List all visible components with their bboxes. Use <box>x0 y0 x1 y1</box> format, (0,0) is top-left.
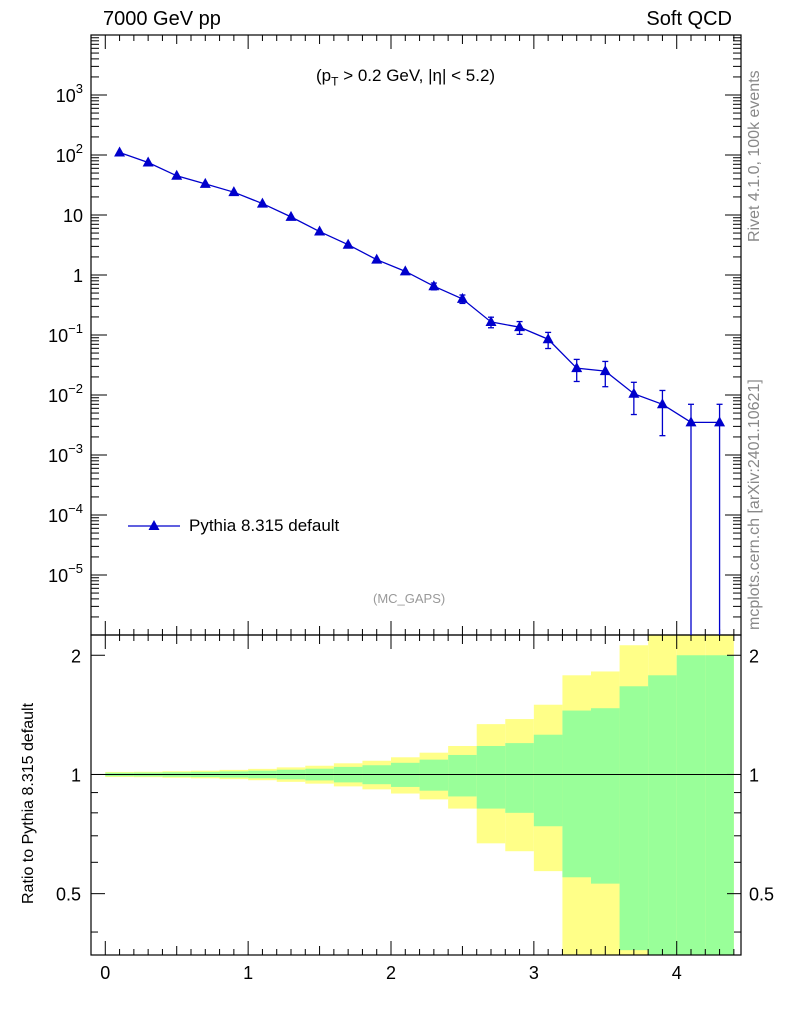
data-point-marker <box>199 177 211 188</box>
y-tick-label-base: 10 <box>48 506 68 526</box>
ratio-band-inner-bin <box>533 734 563 827</box>
y-tick-label-exponent: −2 <box>68 381 83 396</box>
ratio-band-inner-bin <box>505 743 534 813</box>
ratio-y-axis-label: Ratio to Pythia 8.315 default <box>20 702 37 904</box>
data-point-marker <box>571 362 583 373</box>
series-line <box>119 151 720 424</box>
ratio-band-inner-bin <box>562 710 591 878</box>
ratio-y-tick-label-left: 2 <box>71 646 81 666</box>
data-point-marker <box>428 280 440 291</box>
data-point-marker <box>542 333 554 344</box>
data-point-marker <box>456 292 468 303</box>
y-tick-label: 10−3 <box>48 441 83 466</box>
ratio-plot-border <box>90 634 742 956</box>
data-point-marker <box>228 186 240 197</box>
x-tick-label: 3 <box>529 963 539 983</box>
data-point-marker <box>256 197 268 208</box>
ratio-y-tick-label-right: 0.5 <box>749 885 774 905</box>
y-tick-label: 10−4 <box>48 501 83 526</box>
side-label-rivet: Rivet 4.1.0, 100k events <box>746 70 763 242</box>
data-point-marker <box>371 253 383 264</box>
ratio-y-tick-label-left: 1 <box>71 765 81 785</box>
main-plot-border <box>90 34 742 636</box>
x-tick-label: 2 <box>386 963 396 983</box>
y-tick-label: 103 <box>56 81 83 106</box>
ratio-bands <box>105 635 734 955</box>
data-point-marker <box>685 416 697 427</box>
y-tick-label-base: 10 <box>48 566 68 586</box>
ratio-y-tick-label-right: 1 <box>749 765 759 785</box>
y-tick-label: 10 <box>63 206 83 226</box>
ratio-band-inner-bin <box>705 655 734 955</box>
cut-label: (pT > 0.2 GeV, |η| < 5.2) <box>316 66 495 88</box>
side-label-mcplots: mcplots.cern.ch [arXiv:2401.10621] <box>746 379 763 630</box>
ratio-band-inner-bin <box>648 675 677 955</box>
legend-marker <box>148 520 160 530</box>
y-tick-label-exponent: −3 <box>68 441 83 456</box>
y-tick-label-exponent: −1 <box>68 321 83 336</box>
data-point-marker <box>285 210 297 221</box>
data-point-marker <box>714 416 726 427</box>
x-tick-label: 1 <box>243 963 253 983</box>
y-tick-label-base: 10 <box>56 86 76 106</box>
ratio-band-inner-bin <box>448 754 477 797</box>
y-tick-label-exponent: −5 <box>68 561 83 576</box>
cut-label-subscript: T <box>331 74 339 89</box>
ratio-band-inner-bin <box>591 708 620 884</box>
data-point-marker <box>485 315 497 326</box>
ratio-band-inner-bin <box>619 686 649 951</box>
data-point-marker <box>171 169 183 180</box>
y-tick-label: 102 <box>56 141 83 166</box>
cut-label-part: (p <box>316 66 332 85</box>
ratio-band-inner-bin <box>419 759 449 791</box>
ratio-band-inner-bin <box>676 655 706 955</box>
data-point-marker <box>628 387 640 398</box>
ratio-plot-frame: 0 1 2 3 4 0.5 0.5 1 1 2 2 <box>56 634 774 983</box>
data-point-marker <box>114 146 126 157</box>
data-point-marker <box>656 398 668 409</box>
y-tick-label-base: 10 <box>48 326 68 346</box>
y-tick-label: 10−1 <box>48 321 83 346</box>
chart-title-left: 7000 GeV pp <box>103 8 221 30</box>
data-point-marker <box>314 225 326 236</box>
cut-label-rest: > 0.2 GeV, |η| < 5.2) <box>338 66 496 85</box>
data-point-marker <box>399 265 411 276</box>
y-tick-label: 1 <box>73 266 83 286</box>
y-tick-label-base: 10 <box>56 146 76 166</box>
ratio-y-tick-label-right: 2 <box>749 646 759 666</box>
y-tick-label-exponent: −4 <box>68 501 83 516</box>
data-point-marker <box>514 321 526 332</box>
chart-title-right: Soft QCD <box>646 8 732 30</box>
legend <box>128 520 180 530</box>
y-tick-label: 10−2 <box>48 381 83 406</box>
series-layer <box>114 146 726 635</box>
data-point-marker <box>142 156 154 167</box>
ratio-y-tick-label-left: 0.5 <box>56 885 81 905</box>
analysis-tag: (MC_GAPS) <box>373 591 446 606</box>
data-point-marker <box>342 238 354 249</box>
y-tick-label-base: 10 <box>48 386 68 406</box>
ratio-band-inner-bin <box>476 745 506 809</box>
y-tick-label-base: 10 <box>48 446 68 466</box>
y-tick-label-exponent: 3 <box>76 81 83 96</box>
x-tick-label: 0 <box>100 963 110 983</box>
legend-label: Pythia 8.315 default <box>189 516 340 535</box>
y-tick-label: 10−5 <box>48 561 83 586</box>
data-point-marker <box>599 365 611 376</box>
y-tick-label-exponent: 2 <box>76 141 83 156</box>
x-tick-label: 4 <box>672 963 682 983</box>
